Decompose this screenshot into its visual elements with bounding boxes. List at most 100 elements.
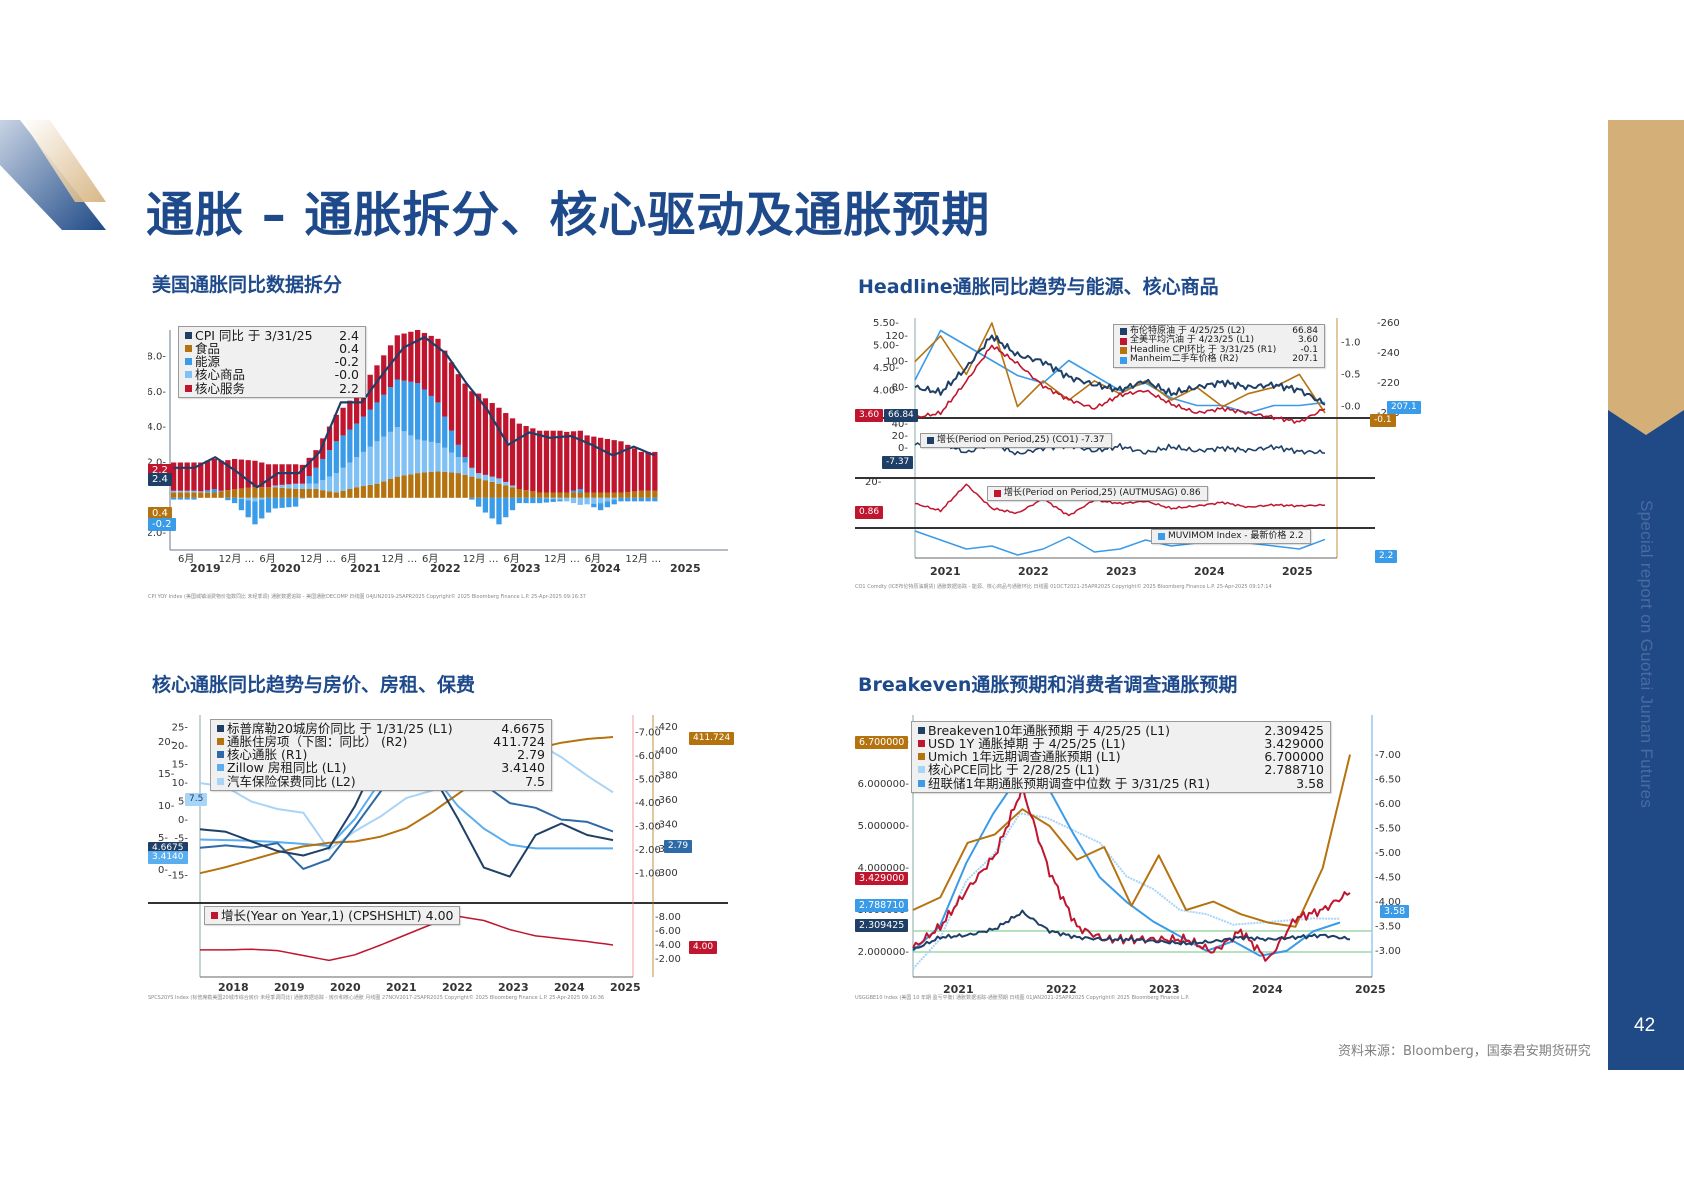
svg-text:12月 …: 12月 … xyxy=(300,553,336,565)
svg-text:80-: 80- xyxy=(892,382,909,393)
tag-autmusag: 0.86 xyxy=(855,506,884,519)
tag-shelter-index: 411.724 xyxy=(689,732,735,745)
svg-text:12月 …: 12月 … xyxy=(625,553,661,565)
legend-item-nyfed: 纽联储1年期通胀预期调查中位数 于 3/31/25 (R1) 3.58 xyxy=(918,776,1324,790)
svg-text:20-: 20- xyxy=(172,741,189,752)
gold-chevron xyxy=(1608,120,1684,435)
svg-text:0-: 0- xyxy=(158,865,168,876)
svg-text:4.0-: 4.0- xyxy=(148,422,166,433)
chart-cpi-breakdown-plot: -2.0- 2.0- 4.0- 6.0- 8.0- 6月 12月 … 6月 12月 … 6月 12月… xyxy=(148,330,728,600)
svg-text:2025: 2025 xyxy=(1282,565,1313,578)
corner-decoration xyxy=(0,120,106,230)
chart-breakeven-plot: 2.000000-3.000000-4.000000-5.000000-6.00… xyxy=(855,715,1401,1000)
tag-brent: 66.84 xyxy=(884,409,918,422)
svg-text:-6.00: -6.00 xyxy=(1375,799,1401,810)
svg-text:2024: 2024 xyxy=(590,562,621,575)
svg-text:-1.0: -1.0 xyxy=(1341,337,1361,348)
svg-text:12月 …: 12月 … xyxy=(544,553,580,565)
svg-text:2024: 2024 xyxy=(554,981,585,994)
svg-text:2025: 2025 xyxy=(610,981,641,994)
svg-text:2023: 2023 xyxy=(1106,565,1137,578)
svg-text:4.00-: 4.00- xyxy=(873,386,899,397)
chart-muvimom-legend: MUVIMOM Index - 最新价格 2.2 xyxy=(1151,529,1311,545)
svg-text:6.0-: 6.0- xyxy=(148,387,166,398)
legend-item-core: 核心通胀 (R1) 2.79 xyxy=(217,748,545,761)
tag-pce: 2.788710 xyxy=(855,899,909,912)
svg-text:-0.0: -0.0 xyxy=(1341,402,1361,413)
svg-text:2022: 2022 xyxy=(442,981,473,994)
svg-text:2024: 2024 xyxy=(1194,565,1225,578)
svg-text:-4.00: -4.00 xyxy=(635,798,661,809)
svg-text:5-: 5- xyxy=(158,833,168,844)
page-title: 通胀 – 通胀拆分、核心驱动及通胀预期 xyxy=(146,187,991,243)
svg-text:6月: 6月 xyxy=(422,553,438,565)
tag-nyfed: 3.58 xyxy=(1380,905,1410,918)
tag-shelter-yoy: 4.00 xyxy=(689,941,718,954)
legend-item-core-services: 核心服务 2.2 xyxy=(185,381,359,395)
svg-text:-0.5: -0.5 xyxy=(1341,369,1361,380)
chart-core-housing: 0-5-10-15-20--15--10--5-0-5-10-15-20-25-… xyxy=(148,715,735,1000)
tag-swap: 3.429000 xyxy=(855,872,909,885)
svg-text:20-: 20- xyxy=(865,477,882,488)
svg-text:-6.50: -6.50 xyxy=(1375,774,1401,785)
svg-text:4.000000-: 4.000000- xyxy=(858,863,910,874)
chart-core-legend: 标普席勒20城房价同比 于 1/31/25 (L1) 4.6675 通胀住房项（下… xyxy=(210,719,552,791)
legend-item-cpi: CPI 同比 于 3/31/25 2.4 xyxy=(185,329,359,342)
svg-text:USGGBE10 Index (美国 10 年期 盈亏平衡): USGGBE10 Index (美国 10 年期 盈亏平衡) 通胀数据追踪-通胀… xyxy=(855,994,1190,1000)
svg-text:-4.00: -4.00 xyxy=(1375,897,1401,908)
page-number: 42 xyxy=(1634,1015,1656,1036)
svg-text:-2.00: -2.00 xyxy=(655,954,681,965)
svg-text:6月: 6月 xyxy=(341,553,357,565)
svg-text:2022: 2022 xyxy=(1018,565,1049,578)
legend-item-swap: USD 1Y 通胀掉期 于 4/25/25 (L1) 3.429000 xyxy=(918,737,1324,750)
svg-text:-7.00: -7.00 xyxy=(635,728,661,739)
svg-text:2022: 2022 xyxy=(430,562,461,575)
svg-text:0-: 0- xyxy=(178,815,188,826)
tag-food: 0.4 xyxy=(148,507,172,520)
svg-text:2021: 2021 xyxy=(386,981,417,994)
svg-text:2023: 2023 xyxy=(1149,983,1180,996)
svg-text:CPI YOY Index (美国城镇消费物价指数同比 未经: CPI YOY Index (美国城镇消费物价指数同比 未经季调) 通胀数据追踪… xyxy=(148,593,586,600)
svg-text:12月 …: 12月 … xyxy=(463,553,499,565)
svg-text:-420: -420 xyxy=(655,722,678,733)
svg-text:6月: 6月 xyxy=(178,553,194,565)
svg-text:15-: 15- xyxy=(158,769,175,780)
chart-cpi-breakdown: -2.0- 2.0- 4.0- 6.0- 8.0- 6月 12月 … 6月 12月 … 6月 12月… xyxy=(148,318,728,600)
svg-text:-15-: -15- xyxy=(168,871,188,882)
tag-muvimom: 2.2 xyxy=(1375,550,1398,563)
svg-text:2019: 2019 xyxy=(190,562,221,575)
legend-item-brent: 布伦特原油 于 4/25/25 (L2) 66.84 xyxy=(1120,326,1318,336)
tag-core: 2.79 xyxy=(664,840,693,853)
section-title-headline: Headline通胀同比趋势与能源、核心商品 xyxy=(858,276,1219,298)
legend-item-zillow: Zillow 房租同比 (L1) 3.4140 xyxy=(217,761,545,775)
tag-cpi: 2.4 xyxy=(148,473,172,486)
svg-text:-380: -380 xyxy=(655,771,678,782)
svg-text:2023: 2023 xyxy=(510,562,541,575)
svg-text:-8.00: -8.00 xyxy=(655,912,681,923)
svg-text:-4.00: -4.00 xyxy=(655,940,681,951)
svg-text:10-: 10- xyxy=(158,801,175,812)
legend-item-core-goods: 核心商品 -0.0 xyxy=(185,368,359,382)
legend-item-insurance: 汽车保险保费同比 (L2) 7.5 xyxy=(217,774,545,788)
legend-item-shelter: 通胀住房项（下图：同比） (R2) 411.724 xyxy=(217,735,545,748)
svg-text:25-: 25- xyxy=(172,723,189,734)
svg-text:-6.00: -6.00 xyxy=(635,751,661,762)
svg-text:2022: 2022 xyxy=(1046,983,1077,996)
svg-text:6月: 6月 xyxy=(585,553,601,565)
chart-cpshshlt-legend: 增长(Year on Year,1) (CPSHSHLT) 4.00 xyxy=(204,906,461,926)
svg-text:-2.0-: -2.0- xyxy=(148,528,166,539)
svg-text:5-: 5- xyxy=(178,797,188,808)
legend-item-breakeven: Breakeven10年通胀预期 于 4/25/25 (L1) 2.309425 xyxy=(918,724,1324,737)
svg-text:CO1 Comdty (ICE布伦特原油期货) 通胀数据追踪: CO1 Comdty (ICE布伦特原油期货) 通胀数据追踪 - 能源、核心商品… xyxy=(855,583,1272,590)
svg-text:6.000000-: 6.000000- xyxy=(858,779,910,790)
svg-text:2021: 2021 xyxy=(350,562,381,575)
tag-gasoline: 3.60 xyxy=(855,409,884,422)
tag-breakeven: 2.309425 xyxy=(855,919,909,932)
svg-text:5.00-: 5.00- xyxy=(873,341,899,352)
svg-text:-340: -340 xyxy=(655,819,678,830)
svg-text:2025: 2025 xyxy=(1355,983,1386,996)
svg-text:-300: -300 xyxy=(655,868,678,879)
svg-text:2021: 2021 xyxy=(930,565,961,578)
legend-item-umich: Umich 1年远期调查通胀预期 (L1) 6.700000 xyxy=(918,750,1324,763)
section-title-breakeven: Breakeven通胀预期和消费者调查通胀预期 xyxy=(858,674,1238,696)
